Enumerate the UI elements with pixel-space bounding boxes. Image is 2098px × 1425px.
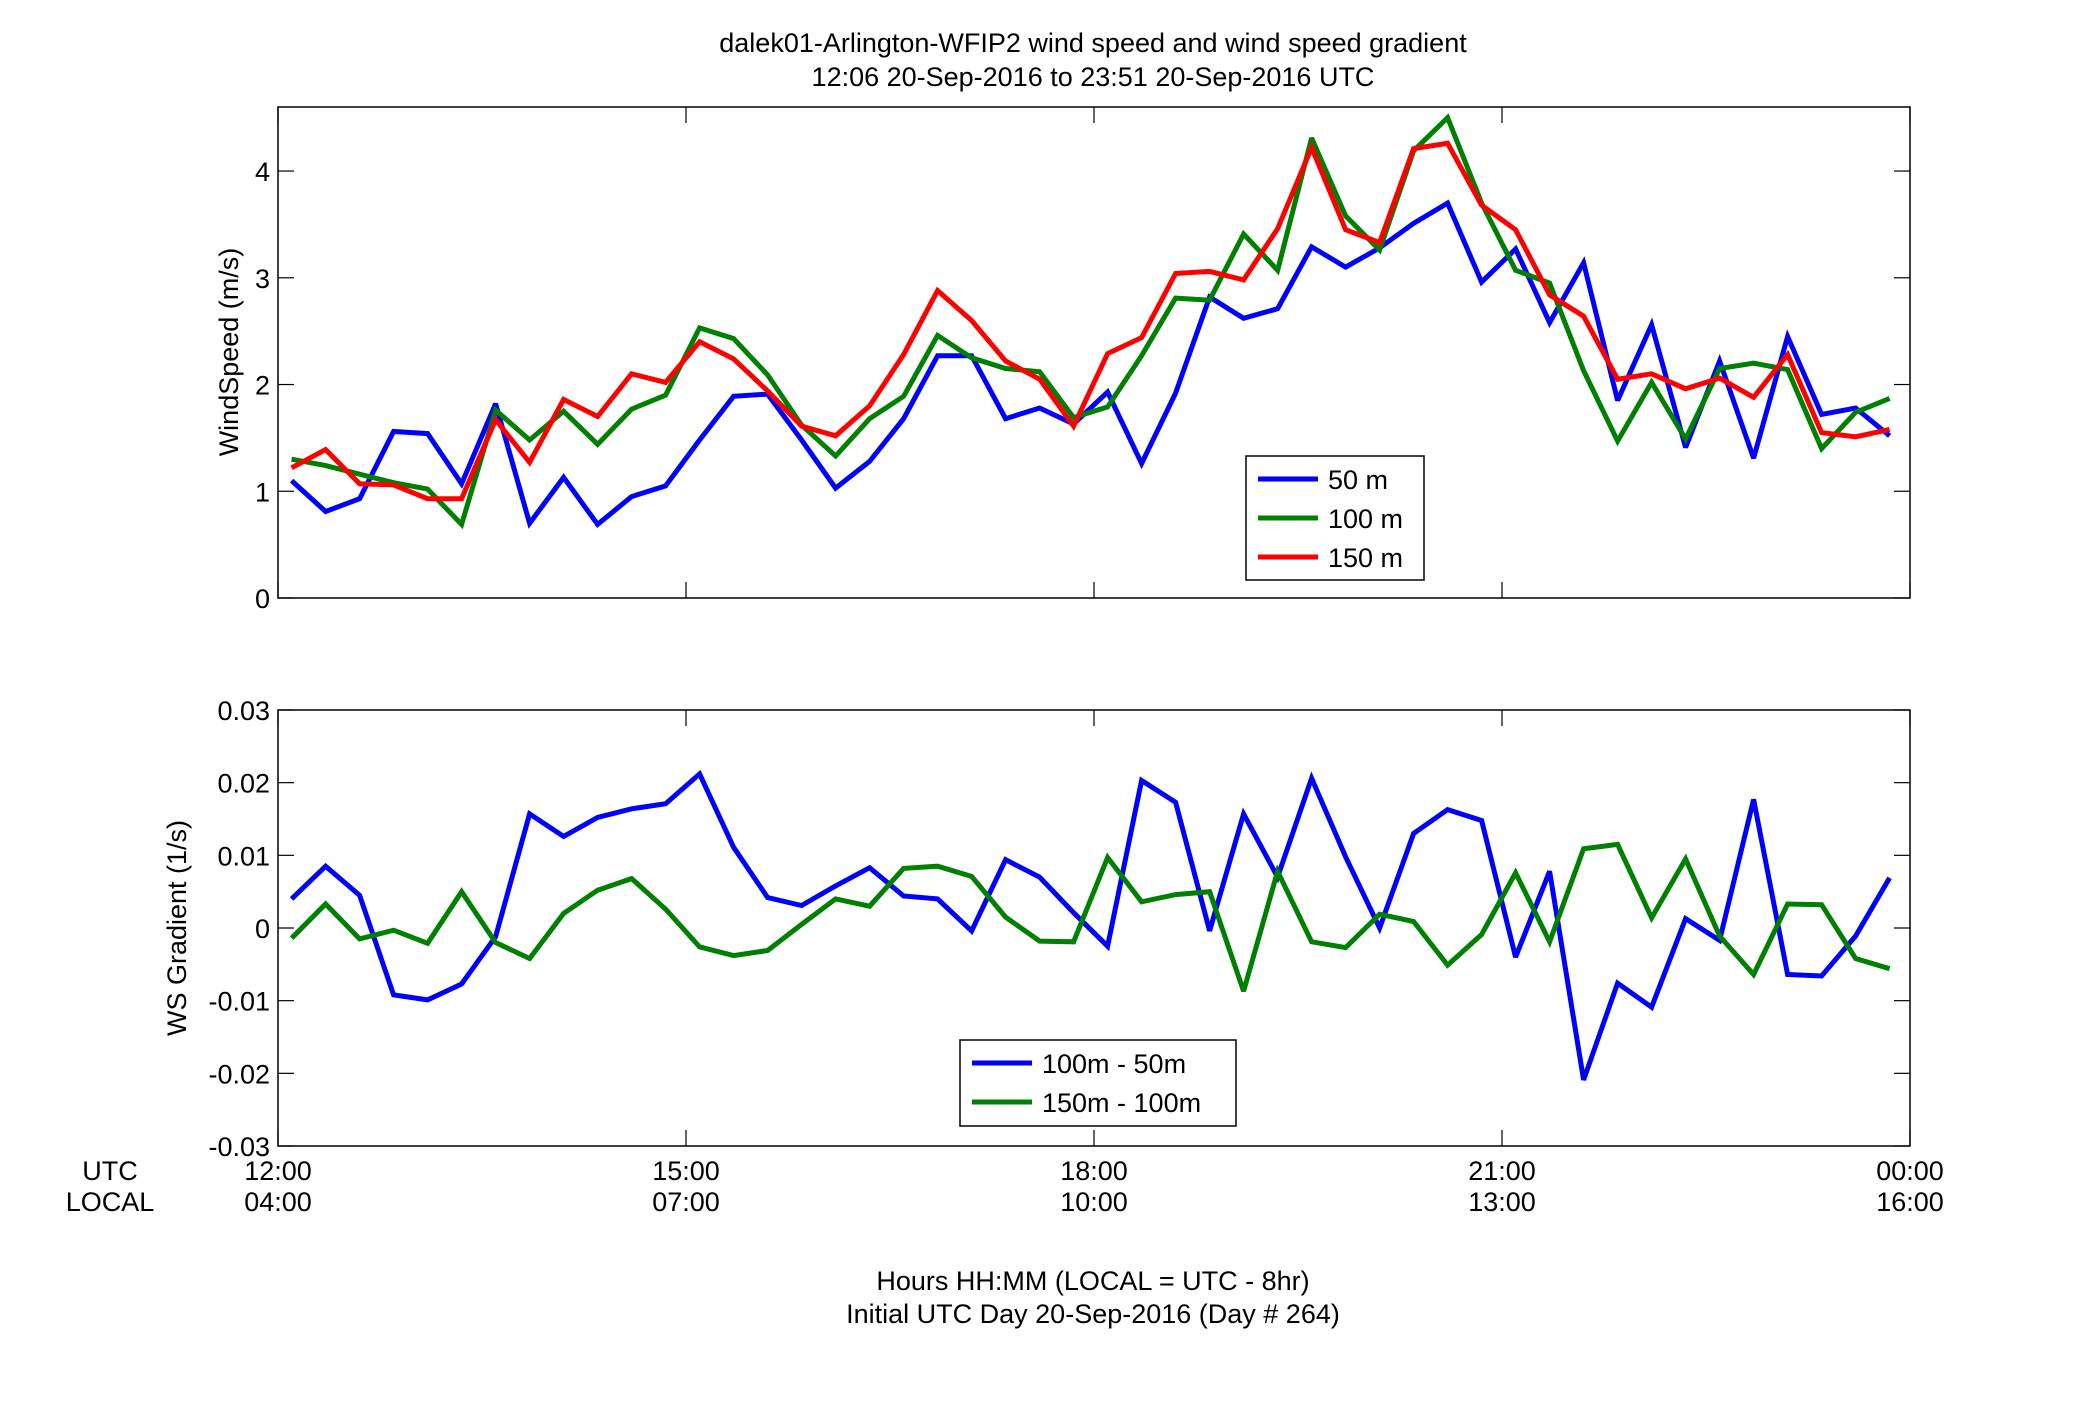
series-line-100-m: [291, 113, 1891, 530]
series-line-150m-100m: [289, 841, 1891, 993]
x-axis-label-line1: Hours HH:MM (LOCAL = UTC - 8hr): [876, 1266, 1309, 1296]
ws-gradient-y-axis-label: WS Gradient (1/s): [162, 820, 192, 1036]
local-tick-label: 16:00: [1876, 1187, 1944, 1217]
chart-title-line2: 12:06 20-Sep-2016 to 23:51 20-Sep-2016 U…: [812, 62, 1375, 92]
y-tick-label: 1: [255, 477, 270, 507]
legend-label-150m: 150 m: [1328, 543, 1403, 573]
series-line-50-m: [289, 199, 1892, 529]
utc-tick-label: 21:00: [1468, 1156, 1536, 1186]
y-tick-label: 0: [255, 584, 270, 614]
x-axis-label-line2: Initial UTC Day 20-Sep-2016 (Day # 264): [846, 1299, 1340, 1329]
local-tick-label: 13:00: [1468, 1187, 1536, 1217]
wind-speed-legend: 50 m 100 m 150 m: [1245, 455, 1425, 581]
legend-label-100m: 100 m: [1328, 504, 1403, 534]
wind-speed-series: [289, 113, 1892, 530]
y-tick-label: 2: [255, 371, 270, 401]
y-tick-label: 0.02: [217, 769, 270, 799]
utc-tick-label: 15:00: [652, 1156, 720, 1186]
local-tick-labels: 04:00 07:00 10:00 13:00 16:00: [244, 1187, 1944, 1217]
y-tick-label: -0.01: [208, 987, 270, 1017]
y-tick-label: 4: [255, 157, 270, 187]
utc-tick-label: 18:00: [1060, 1156, 1128, 1186]
utc-tick-label: 00:00: [1876, 1156, 1944, 1186]
y-tick-label: 0.01: [217, 841, 270, 871]
local-tick-label: 07:00: [652, 1187, 720, 1217]
utc-tick-label: 12:00: [244, 1156, 312, 1186]
utc-row-label: UTC: [82, 1156, 138, 1186]
legend-label-50m: 50 m: [1328, 465, 1388, 495]
ws-gradient-y-ticks: -0.03 -0.02 -0.01 0 0.01 0.02 0.03: [208, 696, 1910, 1162]
wind-speed-panel: 0 1 2 3 4 WindSpeed (m/s) 50 m 100 m 150 m: [214, 106, 1911, 614]
local-row-label: LOCAL: [66, 1187, 155, 1217]
local-tick-label: 04:00: [244, 1187, 312, 1217]
ws-gradient-series: [289, 769, 1892, 1081]
y-tick-label: 0.03: [217, 696, 270, 726]
local-tick-label: 10:00: [1060, 1187, 1128, 1217]
y-tick-label: -0.02: [208, 1059, 270, 1089]
ws-gradient-x-ticks: [277, 710, 1911, 1146]
y-tick-label: 0: [255, 914, 270, 944]
legend-label-100m-50m: 100m - 50m: [1042, 1049, 1186, 1079]
chart-title-line1: dalek01-Arlington-WFIP2 wind speed and w…: [719, 28, 1467, 58]
wind-speed-y-axis-label: WindSpeed (m/s): [214, 248, 244, 457]
ws-gradient-legend: 100m - 50m 150m - 100m: [959, 1039, 1237, 1127]
y-tick-label: 3: [255, 264, 270, 294]
wind-speed-y-ticks: 0 1 2 3 4: [255, 157, 1910, 614]
wind-speed-x-ticks: [277, 107, 1911, 598]
series-line-150-m: [290, 140, 1891, 502]
wind-speed-axes-frame: [277, 106, 1911, 599]
series-line-100m-50m: [289, 769, 1892, 1081]
legend-label-150m-100m: 150m - 100m: [1042, 1088, 1201, 1118]
utc-tick-labels: 12:00 15:00 18:00 21:00 00:00: [244, 1156, 1944, 1186]
ws-gradient-legend-box: [959, 1039, 1237, 1127]
ws-gradient-panel: -0.03 -0.02 -0.01 0 0.01 0.02 0.03 WS Gradient…: [162, 696, 1911, 1162]
y-tick-label: -0.03: [208, 1132, 270, 1162]
